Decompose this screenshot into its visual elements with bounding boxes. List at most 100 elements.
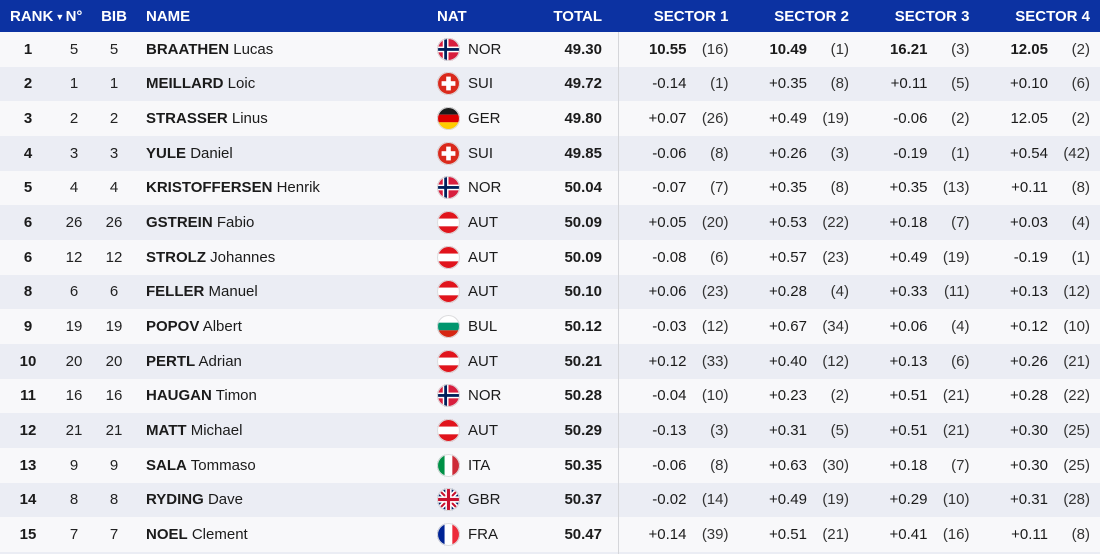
table-row[interactable]: 10 20 20 PERTL Adrian AUT 50.21 +0.12 (33…	[0, 343, 1100, 379]
table-row[interactable]: 5 4 4 KRISTOFFERSEN Henrik NOR 50.04 -0.…	[0, 170, 1100, 206]
athlete-first-name: Clement	[191, 526, 248, 544]
header-sector-2[interactable]: SECTOR 2	[774, 7, 849, 25]
table-row[interactable]: 6 12 12 STROLZ Johannes AUT 50.09 -0.08 (…	[0, 239, 1100, 275]
nationality-cell: FRA	[423, 523, 540, 547]
start-number-value: 1	[69, 75, 79, 93]
sector-rank: (39)	[701, 526, 729, 544]
table-row[interactable]: 14 8 8 RYDING Dave GBR 50.37 -0.02 (14) +…	[0, 482, 1100, 518]
nationality-cell: NOR	[423, 384, 540, 408]
header-bib[interactable]: BIB	[101, 7, 127, 25]
sector-time: +0.29	[889, 491, 928, 509]
sector-time: +0.31	[1010, 491, 1048, 509]
sector-1-cell: -0.14 (1)	[618, 75, 739, 92]
sector-1-cell: +0.07 (26)	[618, 110, 739, 127]
athlete-name: NOEL Clement	[136, 526, 423, 543]
total-time: 50.29	[564, 422, 602, 440]
header-rank[interactable]: RANK ▼	[10, 7, 65, 25]
header-total[interactable]: TOTAL	[553, 7, 602, 25]
table-row[interactable]: 12 21 21 MATT Michael AUT 50.29 -0.13 (3)…	[0, 413, 1100, 448]
sector-time: -0.02	[652, 491, 687, 509]
athlete-first-name: Lucas	[233, 40, 274, 58]
sector-time: +0.05	[648, 214, 687, 232]
next-row-sliver	[0, 551, 1100, 554]
table-row[interactable]: 1 5 5 BRAATHEN Lucas NOR 49.30 10.55 (16)…	[0, 32, 1100, 67]
table-body: 1 5 5 BRAATHEN Lucas NOR 49.30 10.55 (16)…	[0, 32, 1100, 552]
sector-time: +0.30	[1010, 456, 1048, 474]
header-start-number[interactable]: N°	[65, 7, 83, 25]
sector-rank: (8)	[710, 456, 729, 474]
sector-rank: (22)	[822, 214, 849, 232]
sector-1-cell: +0.05 (20)	[618, 214, 739, 231]
sector-1-cell: -0.06 (8)	[618, 145, 739, 162]
sector-time: +0.26	[769, 144, 807, 162]
rank-value: 10	[19, 352, 37, 370]
country-flag-icon	[437, 488, 460, 512]
table-row[interactable]: 15 7 7 NOEL Clement FRA 50.47 +0.14 (39) …	[0, 517, 1100, 552]
bib-value: 8	[109, 491, 119, 509]
table-row[interactable]: 8 6 6 FELLER Manuel AUT 50.10 +0.06 (23) …	[0, 274, 1100, 310]
athlete-first-name: Linus	[231, 110, 268, 128]
rank-value: 6	[23, 248, 33, 266]
sector-2-cell: +0.67 (34)	[739, 318, 860, 335]
start-number-value: 7	[69, 526, 79, 544]
sector-time: -0.14	[652, 75, 687, 93]
athlete-last-name: MATT	[146, 422, 187, 440]
table-row[interactable]: 4 3 3 YULE Daniel SUI 49.85 -0.06 (8) +0.…	[0, 135, 1100, 171]
athlete-last-name: RYDING	[146, 491, 204, 509]
start-number-value: 8	[69, 491, 79, 509]
sector-rank: (8)	[710, 144, 729, 162]
table-row[interactable]: 9 19 19 POPOV Albert BUL 50.12 -0.03 (12)…	[0, 309, 1100, 344]
table-row[interactable]: 6 26 26 GSTREIN Fabio AUT 50.09 +0.05 (20…	[0, 205, 1100, 240]
nationality-cell: ITA	[423, 453, 540, 477]
sector-rank: (23)	[822, 248, 849, 266]
country-code: GER	[468, 110, 501, 128]
sector-rank: (10)	[701, 387, 729, 405]
sector-time: -0.03	[652, 318, 687, 336]
sector-3-cell: -0.19 (1)	[859, 145, 980, 162]
sector-4-cell: +0.26 (21)	[980, 353, 1100, 370]
sector-rank: (16)	[701, 40, 729, 58]
athlete-last-name: BRAATHEN	[146, 40, 230, 58]
sector-time: -0.06	[893, 110, 928, 128]
rank-value: 9	[23, 318, 33, 336]
header-nationality[interactable]: NAT	[437, 7, 467, 25]
sector-time: +0.49	[889, 248, 928, 266]
country-code: NOR	[468, 40, 502, 58]
sector-2-cell: +0.51 (21)	[739, 526, 860, 543]
country-code: AUT	[468, 422, 498, 440]
table-row[interactable]: 3 2 2 STRASSER Linus GER 49.80 +0.07 (26)…	[0, 101, 1100, 136]
rank-value: 11	[20, 387, 36, 405]
rank-value: 6	[23, 214, 33, 232]
sector-time: +0.51	[769, 526, 807, 544]
country-flag-icon	[437, 37, 460, 61]
sector-time: 10.55	[648, 40, 687, 58]
sector-time: 12.05	[1010, 40, 1048, 58]
sector-time: +0.49	[769, 110, 807, 128]
sector-rank: (20)	[701, 214, 729, 232]
nationality-cell: AUT	[423, 349, 540, 373]
total-time: 50.04	[564, 179, 602, 197]
sector-time: +0.26	[1010, 352, 1048, 370]
sector-2-cell: +0.40 (12)	[739, 353, 860, 370]
sector-3-cell: +0.18 (7)	[859, 457, 980, 474]
table-row[interactable]: 11 16 16 HAUGAN Timon NOR 50.28 -0.04 (10…	[0, 378, 1100, 414]
athlete-name: MEILLARD Loic	[136, 75, 423, 92]
country-code: SUI	[468, 75, 494, 93]
country-flag-icon	[437, 72, 460, 96]
header-name[interactable]: NAME	[146, 7, 191, 25]
bib-value: 9	[109, 456, 119, 474]
country-flag-icon	[437, 245, 460, 269]
header-sector-1[interactable]: SECTOR 1	[653, 7, 729, 25]
header-sector-4[interactable]: SECTOR 4	[1015, 7, 1090, 25]
sector-time: +0.28	[769, 283, 807, 301]
header-sector-3[interactable]: SECTOR 3	[894, 7, 970, 25]
sector-1-cell: +0.06 (23)	[618, 283, 739, 300]
sector-1-cell: -0.08 (6)	[618, 249, 739, 266]
table-row[interactable]: 13 9 9 SALA Tommaso ITA 50.35 -0.06 (8) +…	[0, 447, 1100, 483]
table-row[interactable]: 2 1 1 MEILLARD Loic SUI 49.72 -0.14 (1) +…	[0, 66, 1100, 102]
sector-3-cell: +0.06 (4)	[859, 318, 980, 335]
sector-time: +0.51	[889, 387, 928, 405]
athlete-first-name: Albert	[202, 318, 242, 336]
sector-rank: (19)	[822, 491, 849, 509]
